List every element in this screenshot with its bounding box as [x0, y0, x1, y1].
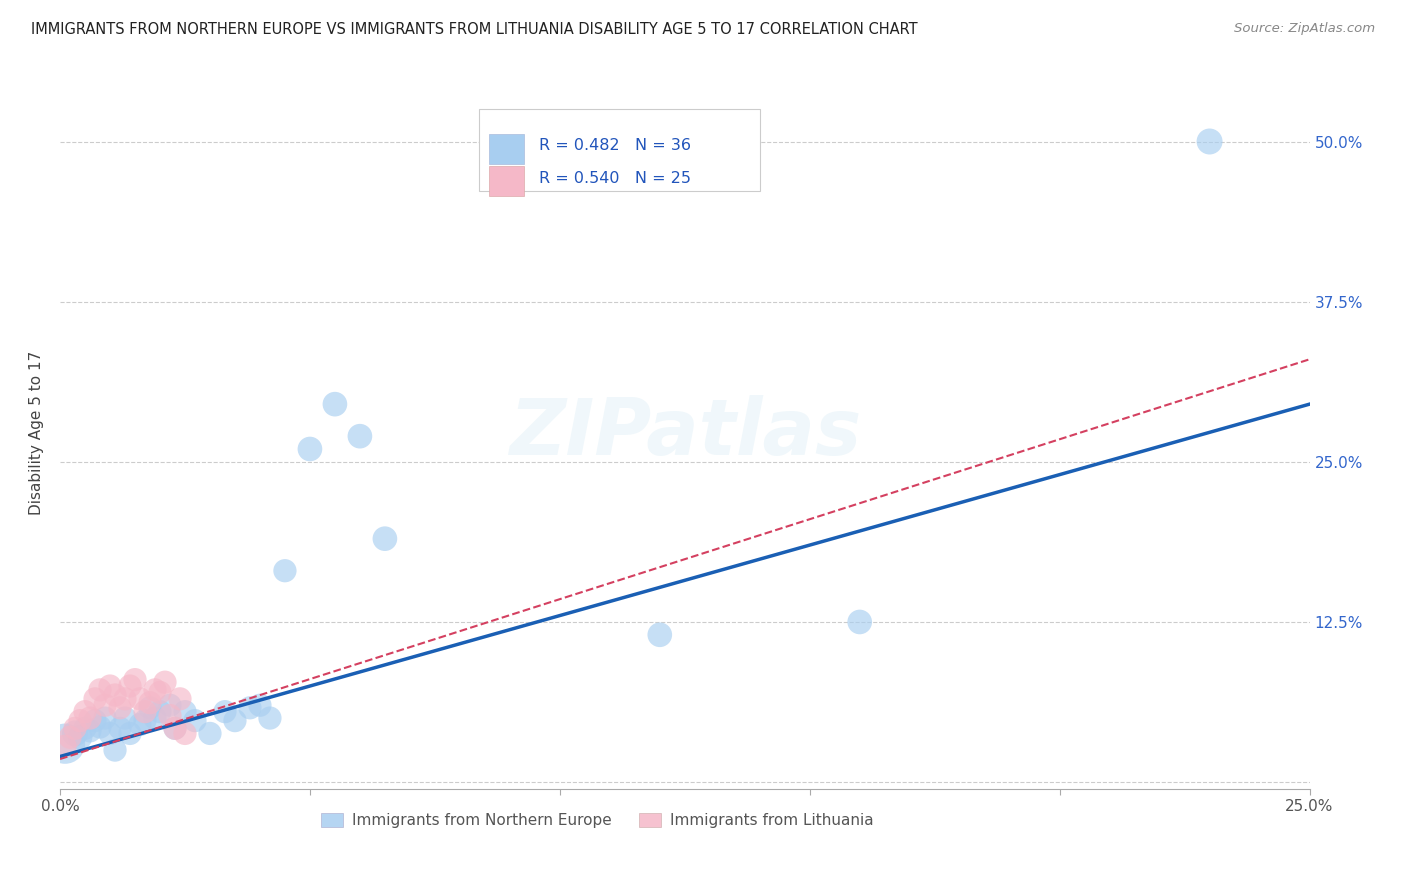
Point: [89, 682, 111, 697]
Point: [114, 711, 136, 725]
Point: [104, 743, 127, 757]
Point: [79, 723, 101, 738]
Point: [184, 714, 207, 728]
Text: ZIPatlas: ZIPatlas: [509, 395, 860, 471]
Point: [53, 737, 76, 751]
Point: [129, 717, 152, 731]
Point: [169, 691, 191, 706]
Point: [163, 721, 186, 735]
Point: [89, 720, 111, 734]
Point: [159, 698, 181, 713]
Point: [198, 726, 221, 740]
Text: Source: ZipAtlas.com: Source: ZipAtlas.com: [1234, 22, 1375, 36]
Legend: Immigrants from Northern Europe, Immigrants from Lithuania: Immigrants from Northern Europe, Immigra…: [315, 807, 879, 834]
Point: [63, 721, 86, 735]
Point: [73, 721, 96, 735]
Point: [124, 673, 146, 687]
Point: [374, 532, 396, 546]
Point: [848, 615, 870, 629]
Point: [1198, 135, 1220, 149]
Point: [53, 739, 76, 754]
Point: [143, 711, 166, 725]
Point: [298, 442, 321, 456]
Text: R = 0.540   N = 25: R = 0.540 N = 25: [538, 170, 690, 186]
Point: [134, 705, 156, 719]
Point: [139, 701, 162, 715]
Point: [59, 731, 82, 745]
Point: [114, 691, 136, 706]
Point: [214, 705, 236, 719]
Point: [94, 698, 117, 713]
Point: [84, 691, 107, 706]
Point: [259, 711, 281, 725]
Point: [323, 397, 346, 411]
Point: [139, 696, 162, 710]
Point: [174, 726, 197, 740]
Point: [174, 705, 197, 719]
Point: [159, 708, 181, 723]
Point: [98, 726, 121, 740]
Point: [648, 628, 671, 642]
Point: [84, 714, 107, 728]
Point: [143, 682, 166, 697]
Text: R = 0.482   N = 36: R = 0.482 N = 36: [538, 138, 690, 153]
Point: [249, 698, 271, 713]
Point: [239, 701, 262, 715]
Point: [73, 705, 96, 719]
Point: [129, 691, 152, 706]
Point: [118, 679, 141, 693]
Point: [79, 711, 101, 725]
Point: [63, 726, 86, 740]
Point: [274, 564, 297, 578]
Point: [104, 688, 127, 702]
Point: [134, 714, 156, 728]
Point: [163, 721, 186, 735]
Point: [118, 726, 141, 740]
Text: IMMIGRANTS FROM NORTHERN EUROPE VS IMMIGRANTS FROM LITHUANIA DISABILITY AGE 5 TO: IMMIGRANTS FROM NORTHERN EUROPE VS IMMIG…: [31, 22, 918, 37]
Point: [69, 731, 91, 745]
FancyBboxPatch shape: [489, 167, 523, 196]
FancyBboxPatch shape: [489, 134, 523, 163]
Point: [69, 714, 91, 728]
Point: [349, 429, 371, 443]
Point: [149, 705, 172, 719]
Point: [149, 685, 172, 699]
Point: [98, 679, 121, 693]
Point: [94, 711, 117, 725]
Point: [224, 714, 246, 728]
FancyBboxPatch shape: [478, 110, 759, 191]
Y-axis label: Disability Age 5 to 17: Disability Age 5 to 17: [30, 351, 44, 515]
Point: [108, 701, 131, 715]
Point: [108, 721, 131, 735]
Point: [153, 675, 176, 690]
